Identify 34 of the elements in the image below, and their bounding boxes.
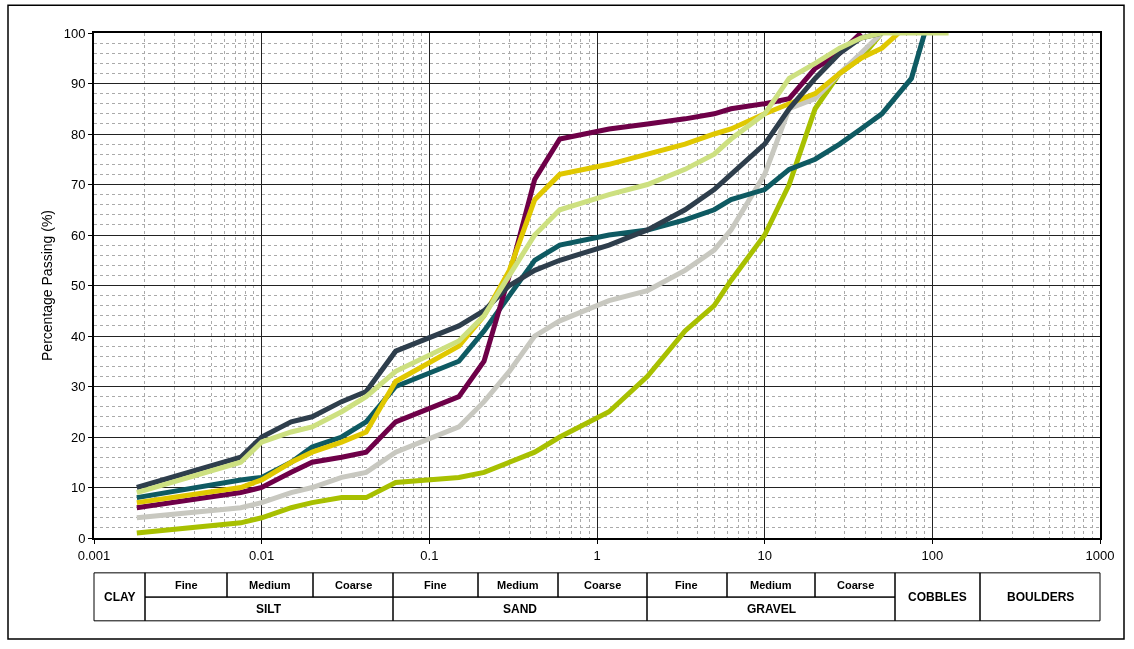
x-tick-label: 1 <box>593 547 601 563</box>
y-tick-label: 0 <box>78 530 86 546</box>
text: SAND <box>503 602 538 616</box>
x-tick-label: 0.01 <box>249 547 275 563</box>
y-axis-title: Percentage Passing (%) <box>38 210 55 361</box>
x-tick-label: 0.001 <box>77 547 111 563</box>
x-tick-label: 100 <box>921 547 944 563</box>
text: Medium <box>249 579 291 591</box>
text: BOULDERS <box>1007 590 1075 604</box>
text: Coarse <box>584 579 622 591</box>
text: Medium <box>497 579 539 591</box>
text: COBBLES <box>908 590 967 604</box>
y-tick-label: 40 <box>70 328 86 344</box>
text: Coarse <box>335 579 373 591</box>
y-tick-label: 70 <box>70 177 86 193</box>
text: Fine <box>424 579 447 591</box>
text: Medium <box>750 579 792 591</box>
y-tick-label: 50 <box>70 278 86 294</box>
text: Fine <box>675 579 698 591</box>
text: GRAVEL <box>747 602 797 616</box>
y-tick-label: 80 <box>70 126 86 142</box>
x-tick-label: 0.1 <box>420 547 439 563</box>
y-tick-label: 30 <box>70 379 86 395</box>
y-tick-label: 20 <box>70 429 86 445</box>
y-tick-label: 90 <box>70 76 86 92</box>
y-tick-label: 10 <box>70 480 86 496</box>
text: Fine <box>175 579 198 591</box>
text: CLAY <box>104 590 136 604</box>
y-tick-label: 60 <box>70 227 86 243</box>
text: SILT <box>256 602 282 616</box>
x-tick-label: 10 <box>757 547 772 563</box>
x-tick-label: 1000 <box>1085 547 1115 563</box>
y-tick-label: 100 <box>63 25 86 41</box>
text: Coarse <box>837 579 875 591</box>
